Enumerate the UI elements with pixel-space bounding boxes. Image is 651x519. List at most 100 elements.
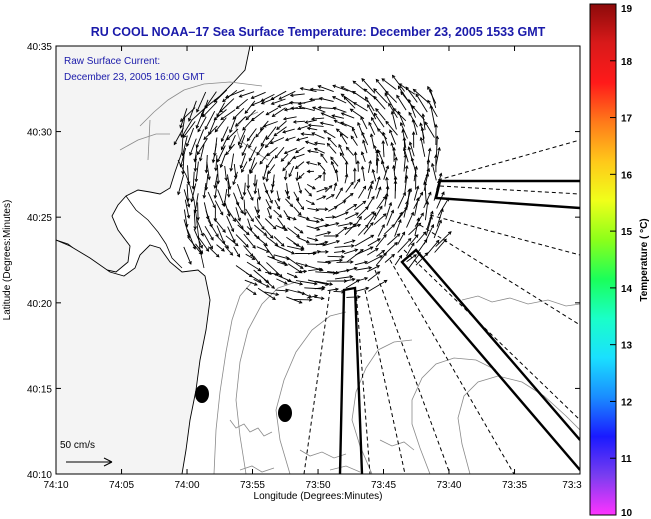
current-vector [376, 249, 386, 257]
current-vector [415, 252, 429, 266]
current-vector [284, 136, 296, 142]
current-vector [197, 116, 207, 133]
current-vector [291, 153, 305, 160]
current-vector [316, 187, 329, 193]
current-vector [334, 274, 354, 280]
colorbar-tick-label: 12 [621, 397, 633, 408]
current-vector [327, 287, 340, 292]
current-vector [213, 218, 226, 233]
current-vector [325, 215, 336, 219]
current-vector [278, 90, 296, 100]
legend-line-2: December 23, 2005 16:00 GMT [64, 72, 205, 83]
current-vector [214, 117, 227, 133]
current-vector [434, 154, 438, 173]
current-vector [320, 153, 328, 164]
current-vector [314, 174, 322, 181]
current-vector [293, 298, 313, 302]
colorbar-tick-label: 19 [621, 4, 633, 15]
current-vector [266, 208, 272, 220]
current-vector [351, 127, 358, 139]
current-vector [280, 153, 289, 162]
current-vector [354, 260, 369, 266]
harbor-shoreline [177, 159, 205, 269]
current-vector [371, 168, 377, 182]
current-vector [265, 189, 273, 204]
current-vector [259, 152, 269, 165]
current-vector [361, 78, 376, 94]
current-vector [305, 199, 316, 206]
current-vector [220, 134, 229, 151]
current-vector [246, 188, 254, 201]
current-vector [392, 146, 396, 162]
current-vector [327, 255, 345, 259]
current-vector [352, 102, 368, 112]
current-vector [414, 217, 421, 236]
current-vector [243, 199, 247, 216]
current-vector [207, 246, 220, 258]
current-vector [325, 194, 335, 200]
current-vector [246, 174, 251, 190]
current-vector [335, 226, 348, 237]
current-vector [241, 143, 249, 157]
current-vector [213, 173, 218, 189]
current-vector [189, 138, 197, 156]
current-vector [344, 160, 349, 175]
current-vector [327, 136, 338, 148]
current-vector [229, 116, 237, 134]
current-vector [331, 114, 345, 119]
current-vector [235, 234, 249, 248]
colorbar-label: Temperature ( °C) [639, 218, 650, 301]
x-tick-label: 73:55 [240, 480, 265, 491]
current-vector [421, 113, 426, 131]
current-vector [193, 209, 198, 231]
current-vector [332, 106, 347, 113]
current-vector [387, 233, 401, 246]
current-vector [237, 224, 250, 236]
current-vector [270, 98, 286, 106]
current-vector [333, 182, 338, 191]
current-vector [300, 132, 314, 136]
current-vector [313, 250, 329, 254]
current-vector [404, 164, 409, 183]
current-vector [269, 137, 285, 145]
current-vector [357, 224, 369, 236]
current-vector [360, 116, 368, 130]
current-vector [248, 136, 256, 149]
current-vector [262, 165, 268, 181]
current-vector [364, 96, 375, 112]
current-vector [371, 116, 379, 130]
current-vector [340, 121, 355, 129]
current-vector [204, 110, 216, 131]
y-tick-label: 40:10 [27, 470, 52, 481]
current-vector [375, 157, 380, 174]
current-vector [276, 120, 287, 131]
current-vector [345, 181, 354, 193]
current-vector [198, 144, 205, 162]
current-vector [286, 280, 304, 286]
current-vector [406, 242, 415, 257]
current-vector [380, 160, 387, 174]
current-vector [345, 279, 361, 289]
current-vector [429, 104, 436, 128]
current-vector [283, 147, 297, 155]
current-vector [402, 136, 407, 155]
current-vector [298, 105, 315, 112]
current-vector [423, 181, 427, 202]
current-vector [238, 91, 255, 98]
current-vector [307, 219, 321, 224]
current-vector [248, 146, 257, 162]
current-vector [260, 135, 268, 147]
current-vector [306, 149, 319, 153]
current-vector [213, 206, 218, 223]
current-vector [420, 126, 425, 144]
current-vector [320, 112, 337, 120]
current-vector [297, 215, 310, 221]
current-vector [197, 236, 210, 252]
current-vector [386, 209, 395, 226]
current-vector [264, 228, 274, 239]
current-vector [398, 83, 416, 95]
x-tick-label: 74:10 [43, 480, 68, 491]
current-vector [354, 234, 375, 247]
colorbar-tick-label: 11 [621, 454, 632, 465]
